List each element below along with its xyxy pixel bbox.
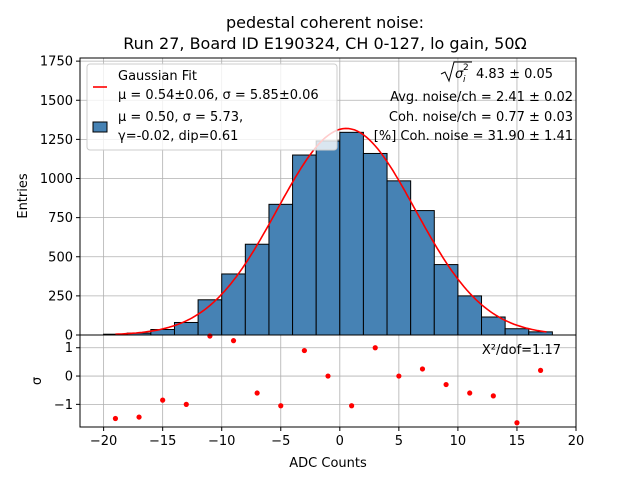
histogram-bar <box>315 140 341 336</box>
coh-noise-percent-text: [%] Coh. noise = 31.90 ± 1.41 <box>374 129 573 144</box>
histogram-bar <box>386 180 412 336</box>
legend-fit-label-line-1: Gaussian Fit <box>118 69 197 84</box>
residual-point <box>396 373 402 379</box>
residual-point <box>443 381 449 388</box>
residual-point <box>490 393 496 399</box>
histogram-bar <box>504 328 530 336</box>
residual-point <box>349 403 355 409</box>
histogram-y-tick-label: 250 <box>48 289 73 304</box>
histogram-bar <box>362 152 388 336</box>
histogram-bar <box>292 154 317 336</box>
histogram-bar <box>221 273 246 336</box>
residual-chi2-annotation: X²/dof=1.17 <box>482 343 561 358</box>
avg-noise-text: Avg. noise/ch = 2.41 ± 0.02 <box>390 90 573 105</box>
sqrt-sign <box>440 61 472 83</box>
residual-points <box>112 333 544 426</box>
x-tick-label: −20 <box>90 434 117 449</box>
legend-box <box>86 63 338 151</box>
residual-x-ticks: −20 −15 −10 −5 0 5 10 15 20 <box>90 427 584 449</box>
x-tick-label: 15 <box>509 434 526 449</box>
histogram-bar <box>410 210 435 336</box>
residual-point <box>278 403 284 409</box>
histogram-y-tick-label: 1000 <box>40 172 73 187</box>
legend-histogram-swatch <box>92 121 108 133</box>
residual-y-axis-label: σ <box>30 377 45 385</box>
x-tick-label: 20 <box>568 434 585 449</box>
histogram-bar <box>481 316 506 336</box>
histogram-y-axis-label: Entries <box>16 173 31 219</box>
residual-point <box>325 373 331 379</box>
residual-point <box>207 333 213 339</box>
x-tick-label: −10 <box>208 434 235 449</box>
sqrt-sigma-symbol: σ <box>455 67 464 82</box>
residual-point <box>537 367 544 373</box>
residual-point <box>254 390 260 396</box>
histogram-bar <box>339 131 364 336</box>
coh-noise-text: Coh. noise/ch = 0.77 ± 0.03 <box>389 110 573 125</box>
chart-title-line-2: Run 27, Board ID E190324, CH 0-127, lo g… <box>123 34 526 53</box>
legend-fit-label-line-2: μ = 0.54±0.06, σ = 5.85±0.06 <box>118 88 319 103</box>
residual-point <box>160 397 166 403</box>
sqrt-sigma-subscript: i <box>463 75 466 85</box>
sqrt-sigma-value: 4.83 ± 0.05 <box>476 67 553 82</box>
histogram-bars <box>103 131 553 336</box>
legend-histogram-label-line-1: μ = 0.50, σ = 5.73, <box>118 110 243 125</box>
sqrt-sigma-superscript: 2 <box>463 63 469 73</box>
residual-y-ticks: −1 0 1 <box>54 341 80 413</box>
x-tick-label: 0 <box>336 434 344 449</box>
histogram-y-ticks: 0 250 500 750 1000 1250 1500 1750 <box>40 55 577 344</box>
residual-point <box>183 401 189 407</box>
residual-point <box>467 390 473 396</box>
residual-point <box>230 338 237 344</box>
noise-statistics: σ 2 i 4.83 ± 0.05 Avg. noise/ch = 2.41 ±… <box>374 61 573 144</box>
histogram-panel: 0 250 500 750 1000 1250 1500 1750 Entries Gauss… <box>16 55 577 344</box>
histogram-y-tick-label: 750 <box>48 211 73 226</box>
histogram-y-tick-label: 0 <box>65 329 73 344</box>
histogram-bar <box>268 203 294 336</box>
x-tick-label: 5 <box>395 434 403 449</box>
residual-y-tick-label: 1 <box>65 341 73 356</box>
residual-point <box>136 414 142 420</box>
x-tick-label: −15 <box>149 434 176 449</box>
histogram-y-tick-label: 1750 <box>40 55 73 70</box>
legend-histogram-label-line-2: γ=-0.02, dip=0.61 <box>118 129 238 144</box>
x-tick-label: −5 <box>271 434 290 449</box>
residual-point <box>372 345 378 351</box>
chart-title-line-1: pedestal coherent noise: <box>226 13 424 32</box>
residual-y-tick-label: 0 <box>65 370 73 385</box>
x-axis-label: ADC Counts <box>289 456 367 471</box>
residual-panel: −101 −20 −15 −10 −5 0 5 10 15 20 X²/dof=1.17 σ A… <box>30 333 584 471</box>
residual-y-tick-label: −1 <box>54 398 73 413</box>
residual-frame <box>79 334 577 428</box>
residual-point <box>419 366 426 372</box>
histogram-y-tick-label: 1250 <box>40 133 73 148</box>
legend: Gaussian Fit μ = 0.54±0.06, σ = 5.85±0.0… <box>86 63 338 151</box>
histogram-y-tick-label: 1500 <box>40 94 73 109</box>
residual-point <box>112 415 119 422</box>
x-tick-label: 10 <box>450 434 467 449</box>
residual-point <box>514 420 520 426</box>
histogram-y-tick-label: 500 <box>48 250 73 265</box>
residual-point <box>301 347 307 354</box>
